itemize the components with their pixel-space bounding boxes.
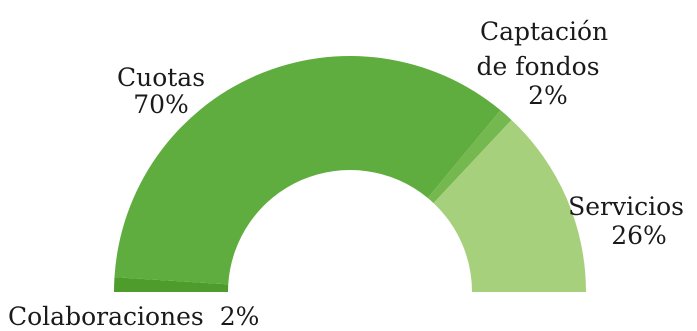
slice-colaboraciones xyxy=(114,277,229,292)
label-servicios-percent: 26% xyxy=(611,221,667,250)
label-colaboraciones: Colaboraciones 2% xyxy=(8,302,259,331)
slices xyxy=(114,56,586,292)
label-colaboraciones-percent: 2% xyxy=(220,302,260,331)
label-colaboraciones-name: Colaboraciones xyxy=(8,302,204,331)
label-cuotas: Cuotas 70% xyxy=(117,63,213,119)
slice-servicios xyxy=(433,119,586,292)
slice-captaci-n-de-fondos xyxy=(427,110,512,204)
label-captacion-line1: Captación xyxy=(480,17,608,46)
label-servicios: Servicios 26% xyxy=(568,192,692,250)
slice-cuotas xyxy=(114,56,501,285)
label-captacion: Captación de fondos 2% xyxy=(477,17,617,110)
label-cuotas-name: Cuotas xyxy=(117,63,205,92)
label-servicios-name: Servicios xyxy=(568,192,684,221)
label-captacion-line2: de fondos xyxy=(477,52,600,81)
label-cuotas-percent: 70% xyxy=(133,90,189,119)
label-captacion-percent: 2% xyxy=(528,81,568,110)
